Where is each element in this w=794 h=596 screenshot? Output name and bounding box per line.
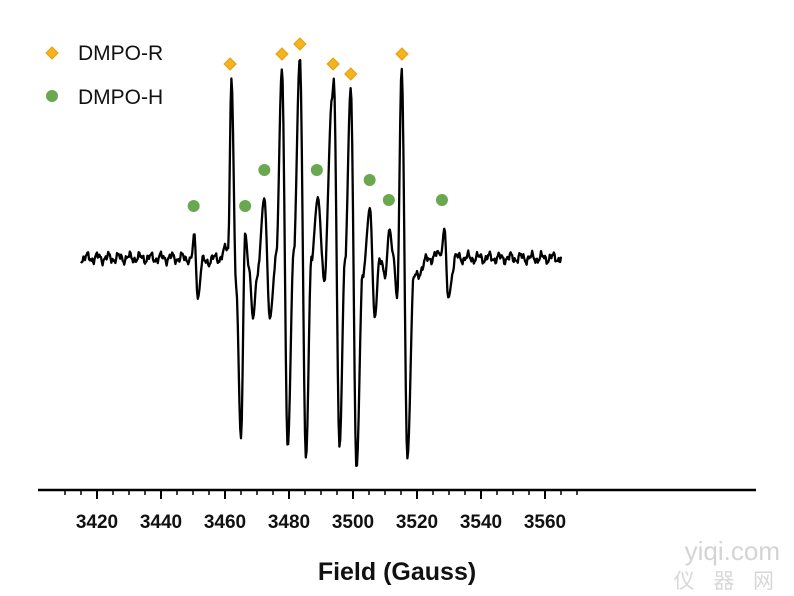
spectrum-line — [80, 58, 563, 467]
legend-circle-marker — [46, 90, 58, 102]
dmpo-h-marker — [258, 164, 271, 176]
dmpo-r-marker — [344, 67, 358, 81]
x-tick-label: 3460 — [204, 512, 246, 533]
dmpo-h-marker — [310, 164, 323, 176]
x-axis-ticks: 3420 3440 3460 3480 3500 3520 3540 3560 — [64, 490, 578, 533]
x-tick-label: 3520 — [396, 512, 438, 533]
dmpo-h-marker — [435, 194, 448, 206]
legend-diamond-marker — [45, 46, 59, 60]
legend-label-dmpo-h: DMPO-H — [78, 86, 163, 109]
x-tick-label: 3540 — [460, 512, 502, 533]
x-tick-label: 3480 — [268, 512, 310, 533]
dmpo-h-marker — [187, 200, 200, 212]
dmpo-r-marker — [395, 47, 409, 61]
spectrum-plot — [80, 58, 563, 467]
x-tick-label: 3440 — [140, 512, 182, 533]
watermark-cn: 仪 器 网 — [674, 569, 780, 593]
dmpo-h-marker — [382, 194, 395, 206]
peak-markers — [187, 37, 448, 212]
watermark: yiqi.com 仪 器 网 — [674, 536, 780, 593]
x-axis-title: Field (Gauss) — [318, 558, 476, 586]
watermark-text: yiqi.com — [685, 536, 780, 566]
dmpo-r-marker — [293, 37, 307, 51]
x-tick-label: 3500 — [332, 512, 374, 533]
dmpo-h-marker — [363, 174, 376, 186]
dmpo-h-marker — [239, 200, 252, 212]
x-tick-label: 3420 — [76, 512, 118, 533]
dmpo-r-marker — [223, 57, 237, 71]
x-tick-label: 3560 — [524, 512, 566, 533]
dmpo-r-marker — [275, 47, 289, 61]
dmpo-r-marker — [326, 57, 340, 71]
legend-label-dmpo-r: DMPO-R — [78, 42, 163, 65]
legend: DMPO-R DMPO-H — [45, 42, 163, 109]
